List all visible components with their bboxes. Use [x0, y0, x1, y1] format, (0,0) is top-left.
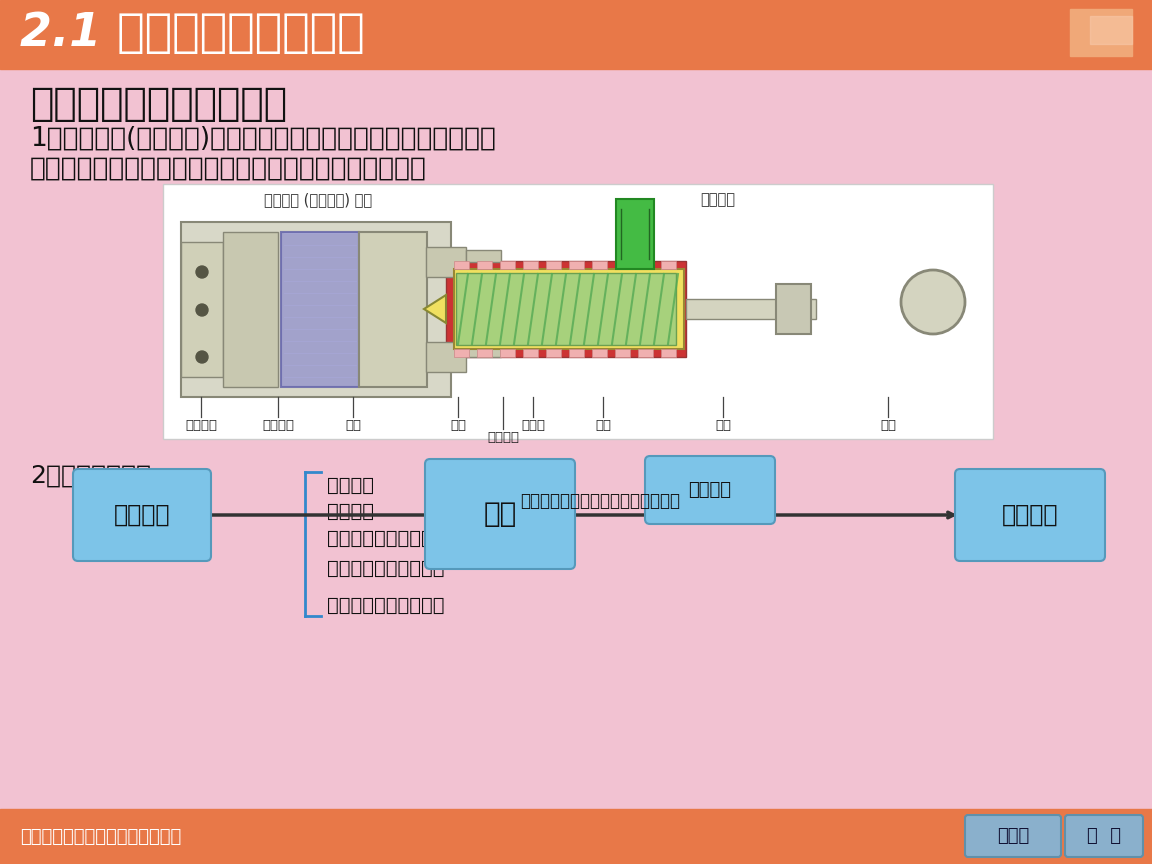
Bar — [477, 261, 492, 269]
Bar — [661, 261, 676, 269]
Bar — [223, 232, 278, 387]
Text: 福建信息职业技术学院机电工程系: 福建信息职业技术学院机电工程系 — [20, 828, 181, 846]
Bar — [281, 232, 359, 387]
Bar — [0, 809, 1152, 864]
Text: 冷却脱模: 冷却脱模 — [689, 481, 732, 499]
Bar — [592, 261, 607, 269]
Text: 2.1 注射成型原理及工艺: 2.1 注射成型原理及工艺 — [20, 11, 365, 56]
Bar — [454, 261, 469, 269]
Text: 直角接套: 直角接套 — [185, 419, 217, 432]
Bar — [616, 199, 654, 269]
Text: 注射装置: 注射装置 — [700, 192, 735, 207]
FancyBboxPatch shape — [73, 469, 211, 561]
Bar — [162, 184, 993, 439]
Bar — [500, 349, 515, 357]
Bar — [0, 0, 1152, 69]
Circle shape — [196, 266, 209, 278]
Text: 拉杆: 拉杆 — [344, 419, 361, 432]
Bar — [546, 261, 561, 269]
Text: 脱模机构: 脱模机构 — [262, 419, 294, 432]
Bar — [592, 349, 607, 357]
Text: 塑料原料: 塑料原料 — [114, 503, 170, 527]
Bar — [638, 349, 653, 357]
Bar — [638, 261, 653, 269]
Text: 具型腔内，成型出一定尺寸形状的塑料制件的一种方法。: 具型腔内，成型出一定尺寸形状的塑料制件的一种方法。 — [30, 156, 427, 182]
Circle shape — [901, 270, 965, 334]
Bar — [1070, 9, 1132, 56]
Text: 自动化程度、生产率高: 自动化程度、生产率高 — [327, 559, 445, 578]
Bar — [776, 284, 811, 334]
Circle shape — [196, 351, 209, 363]
Bar — [615, 349, 630, 357]
Text: 下一页: 下一页 — [996, 827, 1029, 845]
Bar — [181, 242, 223, 377]
Text: 充模: 充模 — [484, 500, 516, 528]
Polygon shape — [424, 295, 446, 323]
FancyBboxPatch shape — [955, 469, 1105, 561]
FancyBboxPatch shape — [645, 456, 775, 524]
Bar — [569, 261, 584, 269]
Bar — [685, 299, 816, 319]
Text: 设备成本高，模具复杂: 设备成本高，模具复杂 — [327, 596, 445, 615]
Bar — [359, 232, 427, 387]
Bar — [500, 261, 515, 269]
Text: 螺杆: 螺杆 — [594, 419, 611, 432]
FancyBboxPatch shape — [1064, 815, 1143, 857]
Text: 合模装置 (肘节方式) 模具: 合模装置 (肘节方式) 模具 — [264, 192, 372, 207]
Bar — [426, 247, 467, 277]
Text: 1、注射成型(注射模塑)：将熔融的塑料通过注射的方式注入到模: 1、注射成型(注射模塑)：将熔融的塑料通过注射的方式注入到模 — [30, 126, 495, 152]
Text: 2、注射成型特点: 2、注射成型特点 — [30, 464, 151, 488]
Bar — [523, 349, 538, 357]
Bar — [477, 349, 492, 357]
Text: 止反流阀: 止反流阀 — [487, 431, 520, 444]
Text: 塑料制件: 塑料制件 — [1002, 503, 1059, 527]
Bar — [467, 345, 501, 357]
Circle shape — [196, 304, 209, 316]
Text: 加热熔融: 加热熔融 — [327, 502, 374, 521]
Bar — [181, 222, 450, 397]
Text: 适用面广: 适用面广 — [327, 476, 374, 495]
Bar — [661, 349, 676, 357]
Bar — [454, 349, 469, 357]
Text: 退  出: 退 出 — [1087, 827, 1121, 845]
Bar — [467, 250, 501, 262]
Text: 一、注射成型原理及特点: 一、注射成型原理及特点 — [30, 85, 287, 123]
Bar — [1090, 16, 1132, 44]
Bar — [546, 349, 561, 357]
Bar — [615, 261, 630, 269]
Text: 汽缸: 汽缸 — [450, 419, 467, 432]
Text: 可成型各种形状复杂的塑件，精度高: 可成型各种形状复杂的塑件，精度高 — [327, 529, 515, 548]
Bar — [456, 273, 676, 345]
Text: 可成型各种形状复杂的塑件，精度高: 可成型各种形状复杂的塑件，精度高 — [520, 492, 680, 510]
Bar — [426, 342, 467, 372]
Bar — [446, 261, 685, 357]
FancyBboxPatch shape — [425, 459, 575, 569]
Text: 加热器: 加热器 — [521, 419, 545, 432]
Text: 料斗: 料斗 — [715, 419, 732, 432]
Text: 马达: 马达 — [880, 419, 896, 432]
Bar — [569, 349, 584, 357]
FancyBboxPatch shape — [965, 815, 1061, 857]
Bar — [523, 261, 538, 269]
Bar — [454, 269, 684, 349]
